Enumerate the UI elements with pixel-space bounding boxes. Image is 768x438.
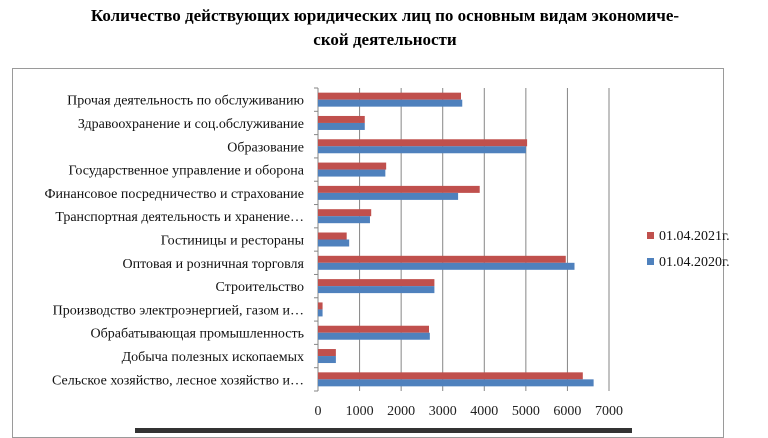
x-tick-label: 1000 — [346, 404, 374, 419]
bar-2020 — [318, 192, 459, 200]
x-tick-label: 7000 — [595, 404, 623, 419]
category-label: Оптовая и розничная торговля — [123, 257, 305, 272]
bar-2020 — [318, 356, 336, 364]
legend-label: 01.04.2021г. — [659, 229, 730, 244]
category-label: Обрабатывающая промышленность — [91, 327, 305, 342]
bar-2020 — [318, 239, 350, 247]
bar-2020 — [318, 216, 370, 224]
chart-title-line: Количество действующих юридических лиц п… — [90, 6, 680, 25]
category-label: Сельское хозяйство, лесное хозяйство и… — [52, 373, 304, 388]
x-tick-label: 2000 — [387, 404, 415, 419]
x-tick-label: 3000 — [429, 404, 457, 419]
bar-2021 — [318, 372, 583, 380]
category-label: Прочая деятельность по обслуживанию — [67, 94, 304, 109]
category-label: Добыча полезных ископаемых — [122, 350, 304, 365]
bar-2020 — [318, 122, 365, 130]
bar-2021 — [318, 209, 372, 217]
bar-2020 — [318, 146, 526, 154]
bar-2020 — [318, 379, 594, 387]
bar-2021 — [318, 115, 365, 123]
bar-2020 — [318, 262, 575, 270]
bar-2020 — [318, 286, 435, 294]
legend-swatch — [647, 232, 654, 239]
bar-2021 — [318, 162, 387, 170]
chart-title-line: ской деятельности — [313, 30, 457, 49]
bar-2020 — [318, 332, 430, 340]
bar-2021 — [318, 302, 323, 310]
bar-2021 — [318, 279, 435, 287]
bar-2020 — [318, 309, 323, 317]
bar-2021 — [318, 325, 429, 333]
bar-2020 — [318, 169, 386, 177]
bar-2021 — [318, 139, 528, 147]
category-label: Финансовое посредничество и страхование — [44, 187, 304, 202]
legend-label: 01.04.2020г. — [659, 255, 730, 270]
x-tick-label: 4000 — [470, 404, 498, 419]
category-label: Образование — [227, 140, 304, 155]
bar-2021 — [318, 349, 336, 357]
x-tick-label: 6000 — [553, 404, 581, 419]
category-label: Транспортная деятельность и хранение… — [55, 210, 304, 225]
category-label: Производство электроэнергией, газом и… — [53, 303, 304, 318]
bar-2021 — [318, 232, 347, 240]
x-tick-label: 0 — [315, 404, 322, 419]
category-label: Гостиницы и рестораны — [161, 234, 305, 249]
category-label: Государственное управление и оборона — [69, 164, 305, 179]
bottom-bar — [135, 428, 632, 433]
bar-2021 — [318, 185, 480, 193]
category-label: Строительство — [216, 280, 304, 295]
bar-2020 — [318, 99, 463, 107]
x-tick-label: 5000 — [512, 404, 540, 419]
legend-swatch — [647, 258, 654, 265]
bar-2021 — [318, 92, 462, 100]
bar-2021 — [318, 255, 566, 263]
chart-title: Количество действующих юридических лиц п… — [40, 4, 730, 52]
category-label: Здравоохранение и соц.обслуживание — [78, 117, 304, 132]
